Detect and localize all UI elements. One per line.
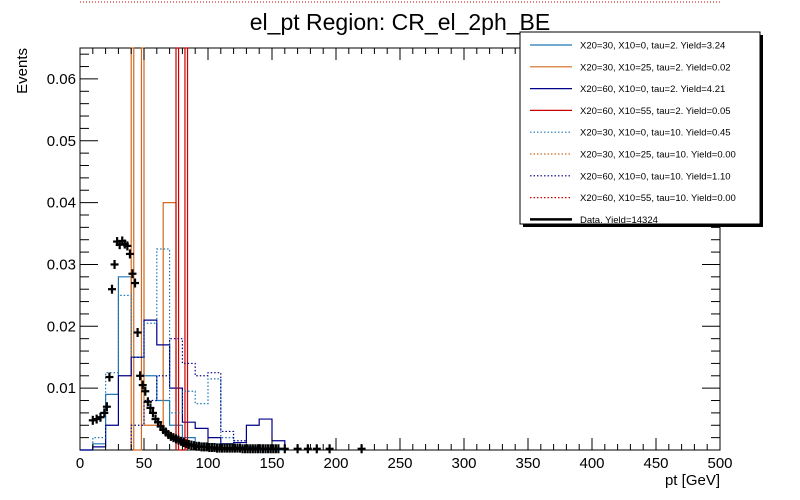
x-tick-label: 50 <box>136 455 153 472</box>
legend-label: Data. Yield=14324 <box>580 215 658 226</box>
y-tick-label: 0.05 <box>47 133 76 150</box>
legend: X20=30, X10=0, tau=2. Yield=3.24 X20=30, … <box>519 31 763 227</box>
x-tick-label: 300 <box>451 455 476 472</box>
x-tick-label: 500 <box>707 455 732 472</box>
data-point <box>123 241 132 251</box>
data-point <box>96 412 105 422</box>
chart-title: el_pt Region: CR_el_2ph_BE <box>250 9 550 35</box>
data-point <box>138 380 147 390</box>
data-point <box>141 386 150 396</box>
y-tick-label: 0.02 <box>47 318 76 335</box>
legend-label: X20=60, X10=0, tau=10. Yield=1.10 <box>580 171 731 182</box>
legend-label: X20=30, X10=25, tau=10. Yield=0.00 <box>580 150 736 161</box>
x-axis-label: pt [GeV] <box>665 472 720 489</box>
legend-label: X20=30, X10=25, tau=2. Yield=0.02 <box>580 62 731 73</box>
data-point <box>110 259 119 269</box>
x-tick-label: 100 <box>195 455 220 472</box>
y-tick-label: 0.06 <box>47 71 76 88</box>
data-point <box>136 371 145 381</box>
y-axis-label: Events <box>14 48 31 94</box>
data-point <box>108 284 116 294</box>
data-point <box>133 327 142 337</box>
x-tick-label: 150 <box>259 455 284 472</box>
data-point <box>325 444 334 454</box>
histogram-series-3 <box>175 47 189 451</box>
data-point <box>92 414 101 424</box>
legend-label: X20=60, X10=0, tau=2. Yield=4.21 <box>580 84 725 95</box>
data-point <box>146 403 155 413</box>
axes-layer: 0 50 100 150 200 250 300 350 400 450 500 0.01 0.02 0.… <box>47 48 733 472</box>
x-tick-label: 200 <box>323 455 348 472</box>
data-point <box>125 249 134 259</box>
data-point <box>312 444 321 454</box>
x-tick-label: 0 <box>76 455 84 472</box>
y-tick-label: 0.04 <box>47 195 76 212</box>
data-point <box>131 278 140 288</box>
legend-label: X20=30, X10=0, tau=10. Yield=0.45 <box>580 128 731 139</box>
legend-label: X20=60, X10=55, tau=10. Yield=0.00 <box>580 193 736 204</box>
data-point <box>88 415 97 425</box>
histogram-series-0 <box>80 276 285 451</box>
data-point <box>102 402 111 412</box>
plot-area: 0 50 100 150 200 250 300 350 400 450 500 0.01 0.02 0.… <box>47 47 733 472</box>
x-tick-label: 350 <box>515 455 540 472</box>
legend-box <box>519 31 761 225</box>
x-tick-label: 250 <box>387 455 412 472</box>
series-layer <box>80 47 366 454</box>
x-tick-label: 450 <box>643 455 668 472</box>
data-point <box>143 397 152 407</box>
histogram-series-2 <box>80 319 286 451</box>
x-tick-label: 400 <box>579 455 604 472</box>
y-tick-label: 0.03 <box>47 256 76 273</box>
data-point <box>128 269 137 279</box>
data-point <box>105 372 114 382</box>
legend-entries: X20=30, X10=0, tau=2. Yield=3.24 X20=30, … <box>530 41 736 226</box>
histogram-series-6 <box>130 338 247 450</box>
histogram-series-1 <box>130 47 177 451</box>
data-point <box>148 408 157 418</box>
y-tick-label: 0.01 <box>47 380 76 397</box>
legend-label: X20=30, X10=0, tau=2. Yield=3.24 <box>580 41 725 52</box>
legend-label: X20=60, X10=55, tau=2. Yield=0.05 <box>580 106 731 117</box>
data-point <box>100 408 109 418</box>
